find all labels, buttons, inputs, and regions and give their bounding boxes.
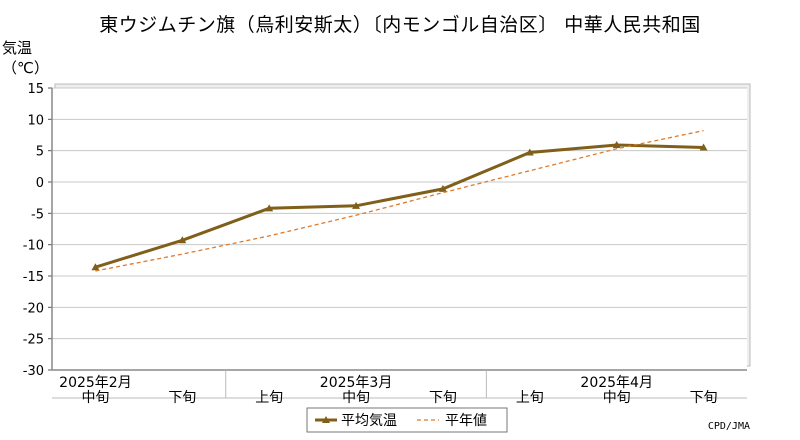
- x-tick-label: 下旬: [168, 390, 196, 406]
- y-tick-label: 10: [27, 113, 44, 128]
- y-tick-label: -15: [23, 270, 44, 285]
- legend-box: [306, 407, 508, 433]
- legend-label-mean: 平均気温: [341, 413, 397, 429]
- series-marker-mean: [178, 236, 187, 244]
- series-marker-mean: [352, 201, 361, 209]
- x-tick-label: 中旬: [81, 390, 109, 406]
- legend-marker-mean: [322, 416, 330, 423]
- series-marker-mean: [438, 184, 447, 192]
- y-tick-label: 15: [27, 82, 44, 97]
- x-tick-label: 中旬: [603, 390, 631, 406]
- x-tick-label: 下旬: [690, 390, 718, 406]
- plot-area: [52, 88, 747, 370]
- series-line-normal: [95, 129, 704, 272]
- chart-title: 東ウジムチン旗（烏利安斯太）〔内モンゴル自治区〕 中華人民共和国: [99, 14, 701, 36]
- legend-label-normal: 平年値: [445, 413, 487, 429]
- series-marker-mean: [91, 263, 100, 271]
- y-tick-label: 0: [36, 176, 44, 191]
- x-month-label: 2025年3月: [320, 375, 393, 391]
- y-tick-label: -5: [31, 207, 44, 222]
- y-axis-label-name: 気温: [2, 39, 33, 57]
- series-marker-mean: [265, 204, 274, 212]
- y-tick-label: -10: [23, 239, 44, 254]
- y-axis-label: 気温 （℃）: [2, 38, 49, 78]
- y-tick-label: -20: [23, 301, 44, 316]
- x-tick-label: 上旬: [516, 390, 544, 406]
- x-month-label: 2025年4月: [580, 375, 653, 391]
- x-tick-label: 上旬: [255, 390, 283, 406]
- y-tick-label: -25: [23, 333, 44, 348]
- series-marker-mean: [612, 141, 621, 149]
- series-line-mean: [94, 143, 704, 269]
- series-marker-mean: [699, 143, 708, 151]
- x-tick-label: 中旬: [342, 390, 370, 406]
- credit-text: CPD/JMA: [707, 421, 750, 432]
- y-tick-label: -30: [23, 364, 44, 379]
- y-tick-label: 5: [36, 145, 44, 160]
- series-marker-mean: [525, 148, 534, 156]
- x-tick-label: 下旬: [429, 390, 457, 406]
- y-axis-label-unit: （℃）: [2, 59, 49, 77]
- x-month-label: 2025年2月: [59, 375, 132, 391]
